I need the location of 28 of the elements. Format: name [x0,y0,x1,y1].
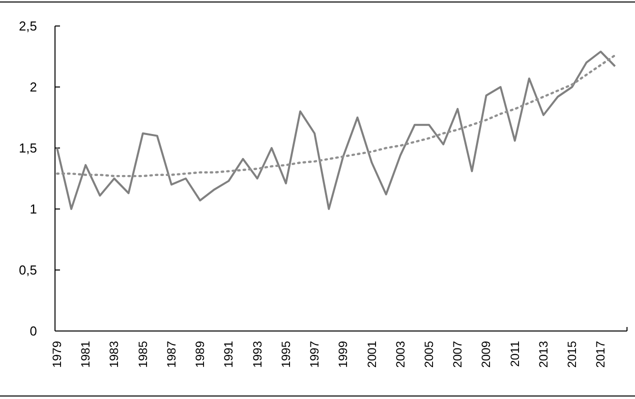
x-tick-label: 1995 [278,340,293,368]
y-tick-label: 2 [30,80,37,95]
x-tick-label: 1979 [50,340,64,368]
x-tick-label: 1985 [136,340,150,368]
line-series [56,50,616,210]
x-tick-label: 2015 [565,340,580,368]
x-tick-label: 1983 [107,340,122,368]
y-tick-label: 1 [30,202,37,217]
x-tick-label: 2003 [393,340,408,368]
x-tick-label: 2013 [536,340,550,368]
x-tick-label: 1993 [250,340,264,368]
x-tick-label: 2011 [508,340,522,367]
x-tick-label: 2017 [594,340,608,368]
x-tick-label: 1987 [164,340,178,368]
x-tick-label: 2009 [479,340,494,368]
x-tick-label: 2001 [364,340,379,368]
x-tick-label: 1997 [308,340,322,368]
x-tick-label: 1999 [336,340,350,368]
y-tick-label: 0,5 [18,262,37,278]
x-tick-label: 2005 [422,340,436,368]
y-tick-label: 0 [30,324,37,339]
x-tick-label: 1981 [78,340,93,368]
x-tick-label: 1989 [193,340,208,368]
x-tick-label: 1991 [222,340,236,368]
y-tick-label: 2,5 [18,18,37,34]
x-tick-label: 2007 [450,340,465,368]
y-tick-label: 1,5 [18,140,37,156]
line-series [56,54,616,178]
